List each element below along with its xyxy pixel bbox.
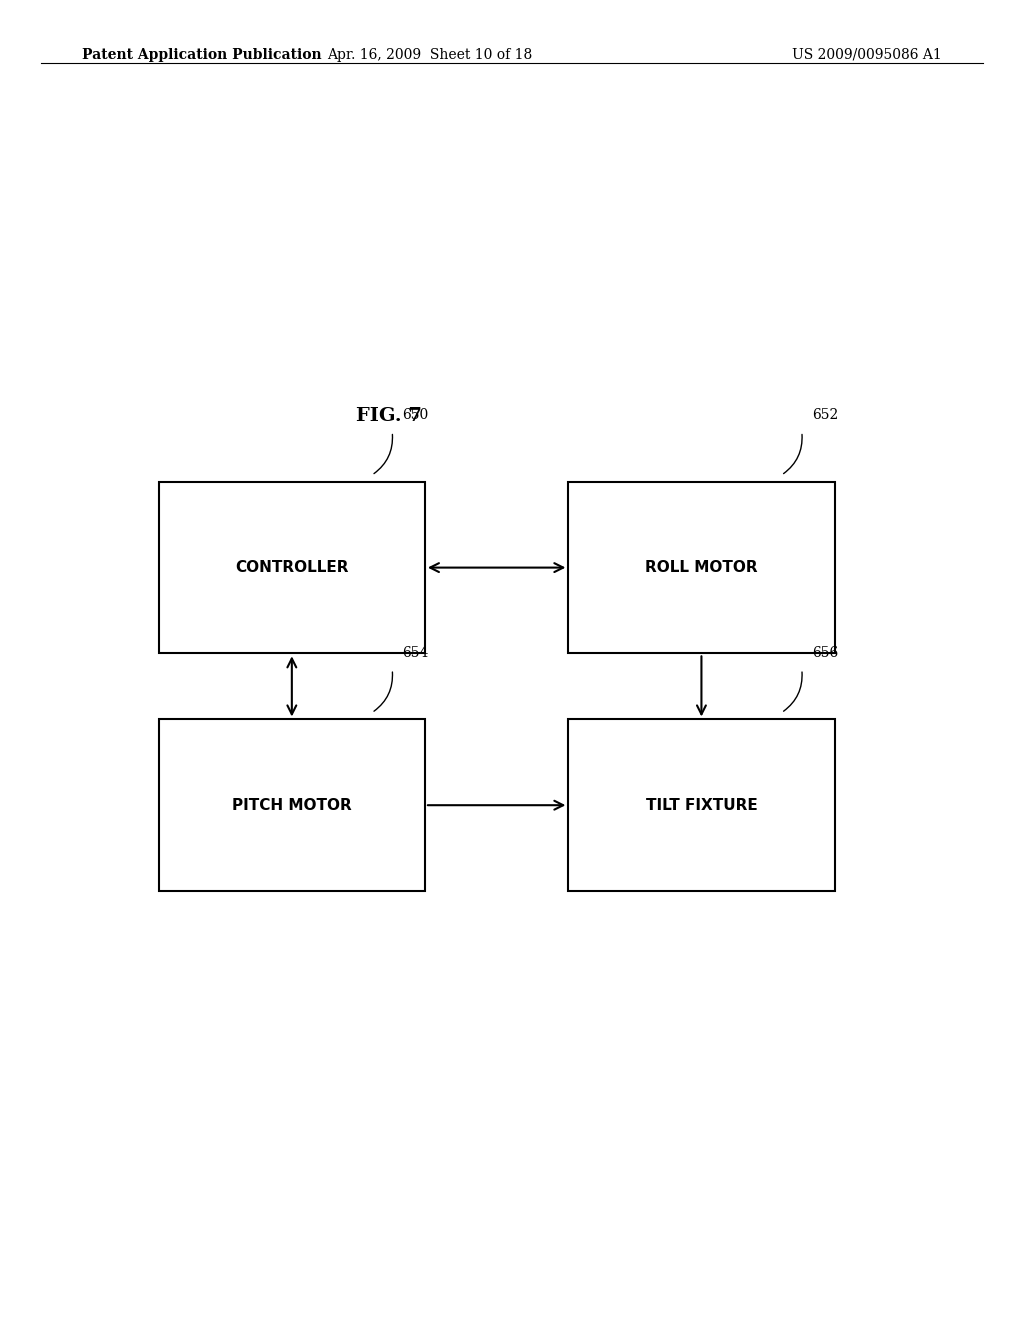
Bar: [568, 482, 835, 653]
Bar: [159, 719, 425, 891]
Bar: [159, 482, 425, 653]
Text: Apr. 16, 2009  Sheet 10 of 18: Apr. 16, 2009 Sheet 10 of 18: [328, 48, 532, 62]
Text: 654: 654: [402, 645, 429, 660]
Text: Patent Application Publication: Patent Application Publication: [82, 48, 322, 62]
Text: ROLL MOTOR: ROLL MOTOR: [645, 560, 758, 576]
Bar: [568, 719, 835, 891]
Text: US 2009/0095086 A1: US 2009/0095086 A1: [793, 48, 942, 62]
Text: CONTROLLER: CONTROLLER: [236, 560, 348, 576]
Text: 656: 656: [812, 645, 839, 660]
Text: FIG. 7: FIG. 7: [356, 407, 422, 425]
Text: 650: 650: [402, 408, 429, 422]
Text: PITCH MOTOR: PITCH MOTOR: [232, 797, 351, 813]
Text: TILT FIXTURE: TILT FIXTURE: [645, 797, 758, 813]
Text: 652: 652: [812, 408, 839, 422]
